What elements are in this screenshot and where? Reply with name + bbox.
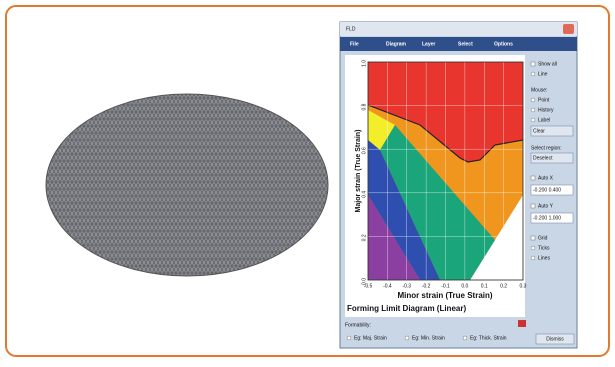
option-label[interactable]: Ticks — [538, 245, 550, 251]
menu-item[interactable]: Select — [458, 41, 473, 47]
panel-label: Mouse: — [531, 87, 547, 93]
x-tick-label: 0.2 — [500, 283, 507, 289]
radio[interactable] — [531, 98, 535, 102]
radio[interactable] — [405, 336, 409, 340]
option-label[interactable]: Show all — [538, 61, 557, 67]
option-label[interactable]: Lines — [538, 255, 550, 261]
y-tick-label: 0.8 — [361, 103, 367, 110]
title-bar — [340, 22, 577, 36]
radio[interactable] — [531, 108, 535, 112]
y-axis-label: Major strain (True Strain) — [355, 130, 362, 213]
radio[interactable] — [463, 336, 467, 340]
x-axis-label: Minor strain (True Strain) — [397, 291, 492, 300]
formability-option[interactable]: Eg: Min. Strain — [412, 335, 445, 341]
x-tick-label: -0.4 — [383, 283, 392, 289]
x-tick-label: 0.0 — [461, 283, 468, 289]
menu-item[interactable]: Diagram — [386, 41, 407, 47]
x-tick-label: 0.1 — [481, 283, 488, 289]
print-icon[interactable] — [518, 320, 526, 327]
option-label[interactable]: Line — [538, 71, 548, 77]
option-label[interactable]: Label — [538, 117, 550, 123]
radio[interactable] — [531, 72, 535, 76]
window-title: FLD — [346, 26, 356, 32]
menu-item[interactable]: Options — [494, 41, 513, 47]
y-tick-label: 0.6 — [361, 147, 367, 154]
x-tick-label: -0.1 — [441, 283, 450, 289]
mesh-ellipse — [46, 94, 328, 276]
y-tick-label: 0.0 — [361, 278, 367, 285]
check[interactable] — [531, 236, 535, 240]
check[interactable] — [531, 62, 535, 66]
panel-label: Select region: — [531, 145, 562, 151]
option-label[interactable]: History — [538, 107, 554, 113]
option-label[interactable]: Auto Y — [538, 203, 554, 209]
chart-title: Forming Limit Diagram (Linear) — [347, 304, 466, 313]
radio[interactable] — [531, 118, 535, 122]
formability-label: Formability: — [345, 322, 371, 328]
button-text[interactable]: Clear — [533, 128, 545, 134]
x-tick-label: 0.3 — [520, 283, 527, 289]
button-text[interactable]: Deselect — [533, 155, 553, 161]
y-tick-label: 0.2 — [361, 234, 367, 241]
formability-option[interactable]: Eg: Thick. Strain — [470, 335, 507, 341]
field-text[interactable]: -0.200 0.400 — [533, 187, 561, 193]
option-label[interactable]: Grid — [538, 235, 548, 241]
y-tick-label: 0.4 — [361, 191, 367, 198]
option-label[interactable]: Auto X — [538, 175, 554, 181]
formability-option[interactable]: Eg: Maj. Strain — [354, 335, 387, 341]
radio[interactable] — [347, 336, 351, 340]
close-button[interactable] — [563, 24, 574, 34]
check[interactable] — [531, 204, 535, 208]
menu-item[interactable]: Layer — [422, 41, 435, 47]
screenshot: FLD FileDiagramLayerSelectOptions -0.5-0… — [0, 0, 615, 362]
check[interactable] — [531, 176, 535, 180]
field-text[interactable]: -0.200 1.000 — [533, 215, 561, 221]
y-tick-label: 1.0 — [361, 60, 367, 67]
dismiss-text[interactable]: Dismiss — [546, 336, 564, 342]
x-tick-label: -0.3 — [402, 283, 411, 289]
menu-item[interactable]: File — [350, 41, 359, 47]
x-tick-label: -0.2 — [422, 283, 431, 289]
option-label[interactable]: Point — [538, 97, 550, 103]
radio[interactable] — [531, 246, 535, 250]
radio[interactable] — [531, 256, 535, 260]
